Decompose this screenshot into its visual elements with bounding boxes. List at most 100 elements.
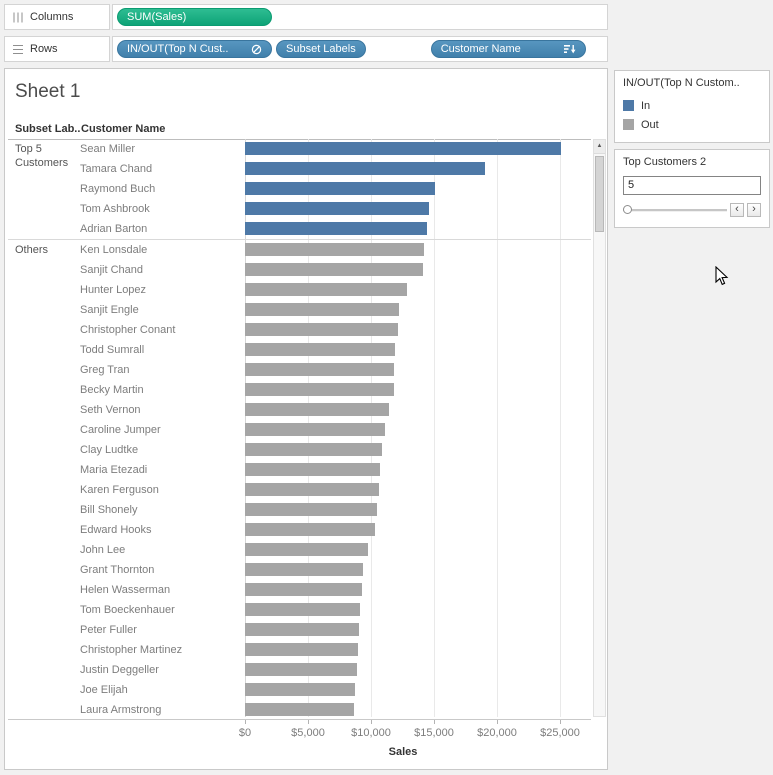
sales-bar[interactable]	[245, 603, 360, 616]
sales-bar[interactable]	[245, 263, 423, 276]
customer-name[interactable]: Adrian Barton	[80, 223, 148, 235]
customer-name[interactable]: Grant Thornton	[80, 564, 155, 576]
sales-bar[interactable]	[245, 523, 375, 536]
sales-bar[interactable]	[245, 162, 485, 175]
bar-cell	[245, 600, 591, 620]
axis-tick-label: $25,000	[540, 727, 580, 739]
sales-bar[interactable]	[245, 663, 357, 676]
pill-sum-sales[interactable]: SUM(Sales)	[117, 8, 272, 26]
axis-tick-label: $20,000	[477, 727, 517, 739]
parameter-slider-track[interactable]	[623, 204, 727, 215]
row-group-others: Others Ken Lonsdale Sanjit Chand Hunter Lop…	[8, 239, 591, 717]
legend-item-in[interactable]: In	[623, 96, 761, 115]
rows-shelf[interactable]: IN/OUT(Top N Cust.. Subset Labels Customer…	[112, 36, 608, 62]
parameter-slider-handle[interactable]	[623, 205, 632, 214]
bar-row: Ken Lonsdale	[8, 240, 591, 260]
customer-name[interactable]: Greg Tran	[80, 364, 130, 376]
customer-name[interactable]: Peter Fuller	[80, 624, 137, 636]
sales-bar[interactable]	[245, 303, 399, 316]
parameter-value-input[interactable]	[623, 175, 761, 195]
customer-name[interactable]: Sanjit Chand	[80, 264, 143, 276]
sales-bar[interactable]	[245, 563, 363, 576]
sales-bar[interactable]	[245, 283, 407, 296]
customer-name[interactable]: Raymond Buch	[80, 183, 156, 195]
columns-shelf[interactable]: SUM(Sales)	[112, 4, 608, 30]
bar-row: Todd Sumrall	[8, 340, 591, 360]
customer-name[interactable]: Laura Armstrong	[80, 704, 162, 716]
sales-bar[interactable]	[245, 703, 354, 716]
bar-cell	[245, 480, 591, 500]
x-axis-title: Sales	[388, 746, 418, 758]
sales-bar[interactable]	[245, 323, 398, 336]
sales-bar[interactable]	[245, 683, 355, 696]
rows-shelf-label[interactable]: Rows	[4, 36, 110, 62]
sales-bar[interactable]	[245, 403, 389, 416]
sales-bar[interactable]	[245, 543, 368, 556]
parameter-decrement-button[interactable]: ‹	[730, 202, 744, 217]
bar-row: Maria Etezadi	[8, 460, 591, 480]
bar-cell	[245, 240, 591, 260]
sheet-card: Sheet 1 Subset Lab.. Customer Name Top 5…	[4, 68, 608, 770]
sales-bar[interactable]	[245, 503, 377, 516]
customer-name[interactable]: Justin Deggeller	[80, 664, 159, 676]
sales-bar[interactable]	[245, 643, 358, 656]
customer-name[interactable]: Tom Boeckenhauer	[80, 604, 175, 616]
axis-tick	[371, 720, 372, 724]
customer-name[interactable]: Maria Etezadi	[80, 464, 148, 476]
sales-bar[interactable]	[245, 383, 394, 396]
pill-subset-labels[interactable]: Subset Labels	[276, 40, 366, 58]
axis-tick	[245, 720, 246, 724]
customer-name[interactable]: Becky Martin	[80, 384, 144, 396]
customer-name[interactable]: Tom Ashbrook	[80, 203, 150, 215]
sales-bar[interactable]	[245, 583, 362, 596]
bar-cell	[245, 360, 591, 380]
bar-row: Laura Armstrong	[8, 700, 591, 717]
customer-name[interactable]: Seth Vernon	[80, 404, 141, 416]
customer-name[interactable]: Clay Ludtke	[80, 444, 139, 456]
sales-bar[interactable]	[245, 483, 379, 496]
columns-shelf-label[interactable]: Columns	[4, 4, 110, 30]
legend-item-out[interactable]: Out	[623, 115, 761, 134]
scroll-up-icon[interactable]: ▲	[594, 140, 605, 154]
scrollbar[interactable]: ▲	[593, 139, 606, 717]
sales-bar[interactable]	[245, 343, 395, 356]
sales-bar[interactable]	[245, 202, 429, 215]
sales-bar[interactable]	[245, 443, 382, 456]
rows-shelf-text: Rows	[30, 43, 58, 55]
mouse-cursor-icon	[715, 265, 729, 286]
sales-bar[interactable]	[245, 363, 394, 376]
customer-name[interactable]: Joe Elijah	[80, 684, 128, 696]
customer-name[interactable]: Karen Ferguson	[80, 484, 159, 496]
customer-name[interactable]: Ken Lonsdale	[80, 244, 148, 256]
customer-name[interactable]: Christopher Conant	[80, 324, 176, 336]
scroll-thumb[interactable]	[595, 156, 604, 232]
subset-group-label[interactable]: Others	[15, 244, 49, 256]
bar-cell	[245, 280, 591, 300]
bar-row: Joe Elijah	[8, 680, 591, 700]
customer-name[interactable]: Sean Miller	[80, 143, 136, 155]
sales-bar[interactable]	[245, 222, 427, 235]
customer-name[interactable]: Tamara Chand	[80, 163, 153, 175]
subset-group-label[interactable]: Top 5 Customers	[15, 143, 69, 169]
customer-name[interactable]: Edward Hooks	[80, 524, 152, 536]
customer-name[interactable]: Todd Sumrall	[80, 344, 145, 356]
customer-name[interactable]: Sanjit Engle	[80, 304, 139, 316]
parameter-increment-button[interactable]: ›	[747, 202, 761, 217]
sales-bar[interactable]	[245, 182, 435, 195]
customer-name[interactable]: Bill Shonely	[80, 504, 138, 516]
sales-bar[interactable]	[245, 623, 359, 636]
customer-name[interactable]: John Lee	[80, 544, 126, 556]
sales-bar[interactable]	[245, 463, 380, 476]
customer-name[interactable]: Helen Wasserman	[80, 584, 171, 596]
customer-name[interactable]: Hunter Lopez	[80, 284, 147, 296]
bar-cell	[245, 159, 591, 179]
customer-name[interactable]: Caroline Jumper	[80, 424, 161, 436]
sales-bar[interactable]	[245, 243, 424, 256]
pill-in-out-top-n-cust[interactable]: IN/OUT(Top N Cust..	[117, 40, 272, 58]
sales-bar[interactable]	[245, 423, 385, 436]
axis-tick-label: $10,000	[351, 727, 391, 739]
pill-customer-name[interactable]: Customer Name	[430, 40, 586, 58]
bar-row: Tom Ashbrook	[8, 199, 591, 219]
customer-name[interactable]: Christopher Martinez	[80, 644, 183, 656]
sales-bar[interactable]	[245, 142, 561, 155]
